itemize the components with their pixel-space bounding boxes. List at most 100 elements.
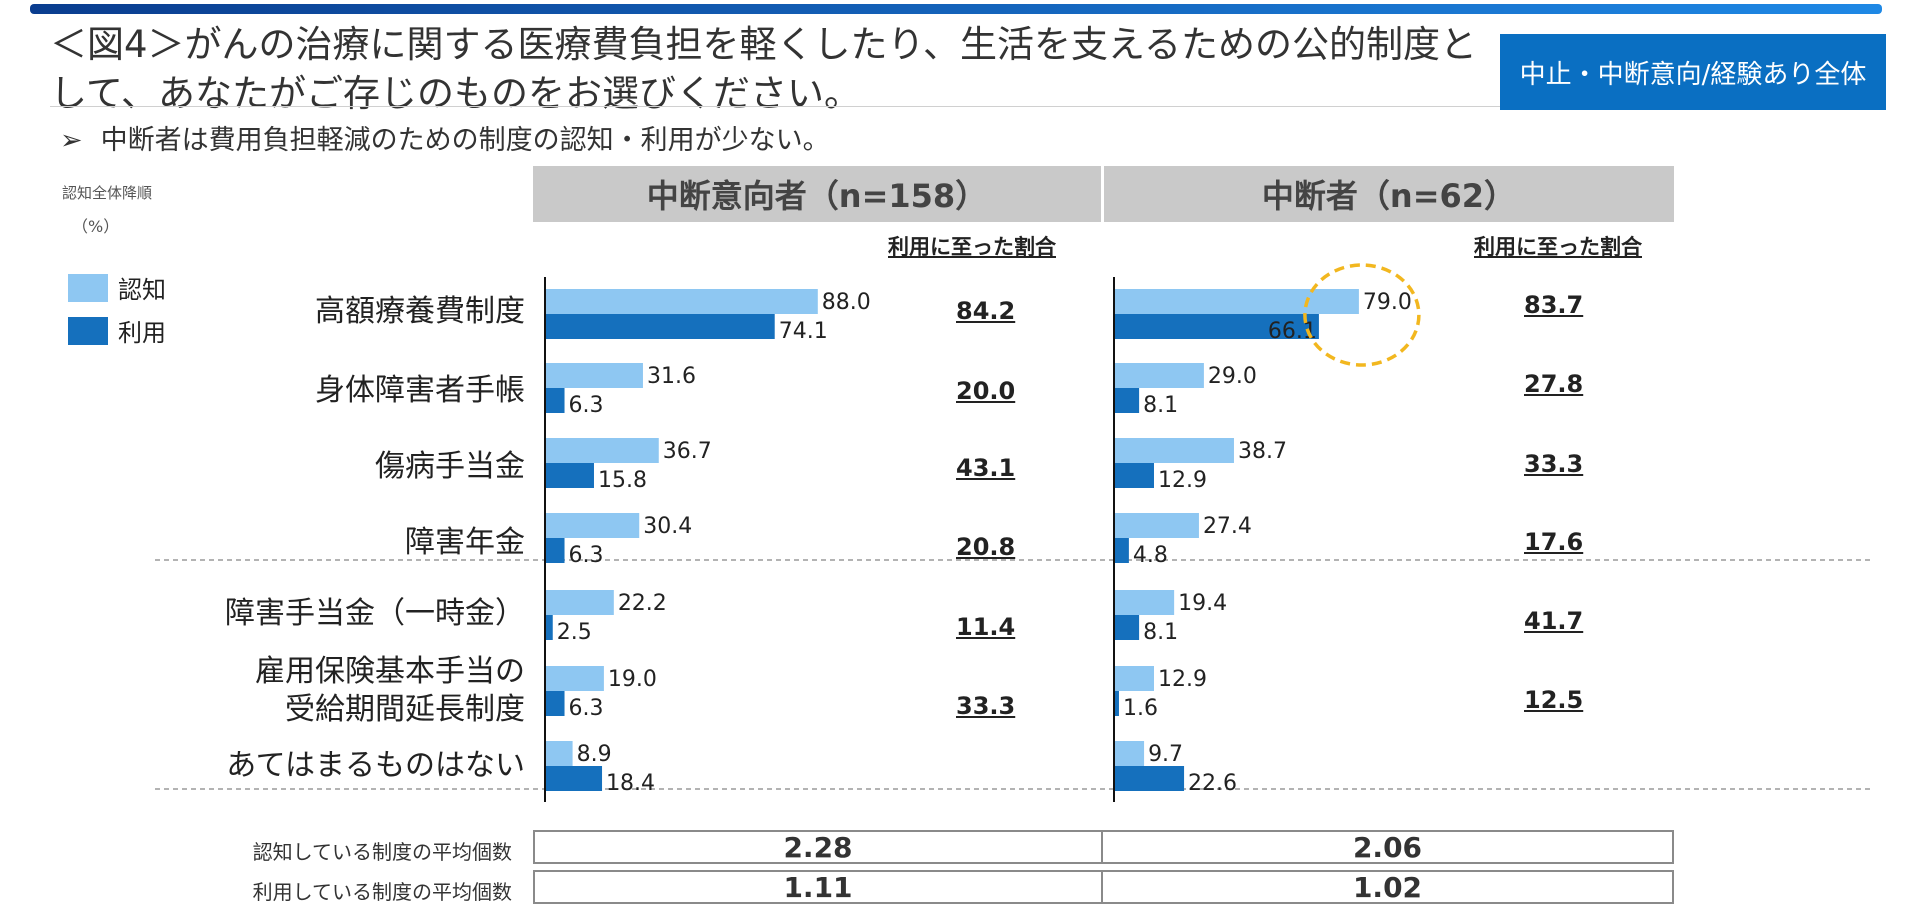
highlight-circle xyxy=(1303,263,1421,367)
rate-value: 43.1 xyxy=(956,454,1016,482)
rate-value: 84.2 xyxy=(956,297,1016,325)
data-label: 74.1 xyxy=(779,319,828,344)
data-label: 8.1 xyxy=(1143,620,1178,645)
segment-badge: 中止・中断意向/経験あり全体 xyxy=(1500,34,1886,110)
rate-value: 20.8 xyxy=(956,533,1016,561)
arrow-bullet-icon: ➢ xyxy=(60,125,83,156)
unit-note: （%） xyxy=(72,217,120,236)
avg-used-discontinued: 1.02 xyxy=(1101,870,1674,904)
data-label: 19.0 xyxy=(608,667,657,692)
bar-recognition xyxy=(1114,438,1234,463)
avg-used-label: 利用している制度の平均個数 xyxy=(252,880,512,904)
bar-usage xyxy=(1114,615,1140,640)
data-label: 22.6 xyxy=(1188,771,1237,796)
rate-value: 33.3 xyxy=(956,692,1016,720)
rate-header-intent: 利用に至った割合 xyxy=(888,235,1056,259)
panel-header-intent: 中断意向者（n=158） xyxy=(533,166,1101,222)
bar-usage xyxy=(545,538,565,563)
title-divider xyxy=(50,106,1500,107)
bar-recognition xyxy=(545,438,659,463)
bar-usage xyxy=(545,615,553,640)
rate-value: 20.0 xyxy=(956,377,1016,405)
data-label: 1.6 xyxy=(1123,696,1158,721)
rate-value: 12.5 xyxy=(1524,686,1584,714)
rate-value: 27.8 xyxy=(1524,370,1584,398)
data-label: 19.4 xyxy=(1178,591,1227,616)
rate-value: 11.4 xyxy=(956,613,1016,641)
bar-usage xyxy=(545,766,603,791)
bar-usage xyxy=(1114,388,1140,413)
bar-usage xyxy=(545,388,565,413)
bar-usage xyxy=(1114,314,1319,339)
category-label: 身体障害者手帳 xyxy=(315,373,525,408)
data-label: 38.7 xyxy=(1238,439,1287,464)
data-label: 27.4 xyxy=(1203,514,1252,539)
bar-usage xyxy=(545,314,775,339)
legend-swatch-usage xyxy=(68,316,108,345)
data-label: 12.9 xyxy=(1158,468,1207,493)
data-label: 6.3 xyxy=(569,393,604,418)
rate-header-discontinued: 利用に至った割合 xyxy=(1474,235,1642,259)
data-label: 29.0 xyxy=(1208,364,1257,389)
data-label: 79.0 xyxy=(1363,290,1412,315)
sort-note: 認知全体降順 xyxy=(62,184,153,202)
data-label: 2.5 xyxy=(557,620,592,645)
category-label: 傷病手当金 xyxy=(375,449,525,484)
bar-recognition xyxy=(545,741,573,766)
data-label: 30.4 xyxy=(643,514,692,539)
bar-recognition xyxy=(1114,363,1204,388)
bar-recognition xyxy=(545,363,643,388)
data-label: 15.8 xyxy=(598,468,647,493)
data-label: 22.2 xyxy=(618,591,667,616)
data-label: 31.6 xyxy=(647,364,696,389)
bar-recognition xyxy=(1114,289,1359,314)
rate-value: 33.3 xyxy=(1524,450,1584,478)
data-label: 36.7 xyxy=(663,439,712,464)
data-label: 8.1 xyxy=(1143,393,1178,418)
avg-recognized-label: 認知している制度の平均個数 xyxy=(252,840,512,864)
bar-recognition xyxy=(545,289,818,314)
avg-recognized-discontinued: 2.06 xyxy=(1101,830,1674,864)
rate-value: 83.7 xyxy=(1524,291,1584,319)
rate-value: 41.7 xyxy=(1524,607,1584,635)
avg-recognized-intent: 2.28 xyxy=(533,830,1103,864)
key-finding: ➢ 中断者は費用負担軽減のための制度の認知・利用が少ない。 xyxy=(60,118,830,157)
data-label: 18.4 xyxy=(606,771,655,796)
bar-recognition xyxy=(545,513,640,538)
bar-recognition xyxy=(1114,741,1145,766)
legend-swatch-recognition xyxy=(68,273,108,302)
data-label: 6.3 xyxy=(569,696,604,721)
category-label: 障害年金 xyxy=(405,525,525,560)
page-title: ＜図4＞がんの治療に関する医療費負担を軽くしたり、生活を支えるための公的制度とし… xyxy=(50,23,1477,115)
legend-usage: 利用 xyxy=(68,313,166,348)
category-label: 障害手当金（一時金） xyxy=(225,596,525,631)
bar-usage xyxy=(1114,538,1129,563)
data-label: 12.9 xyxy=(1158,667,1207,692)
bar-usage xyxy=(545,691,565,716)
bar-usage xyxy=(545,463,594,488)
category-label: 高額療養費制度 xyxy=(315,294,525,329)
bar-recognition xyxy=(1114,590,1175,615)
panel-header-discontinued: 中断者（n=62） xyxy=(1104,166,1674,222)
data-label: 88.0 xyxy=(822,290,871,315)
legend-label-usage: 利用 xyxy=(118,319,166,347)
bar-usage xyxy=(1114,691,1119,716)
bar-usage xyxy=(1114,463,1154,488)
category-label: あてはまるものはない xyxy=(226,748,525,783)
bar-usage xyxy=(1114,766,1185,791)
key-finding-text: 中断者は費用負担軽減のための制度の認知・利用が少ない。 xyxy=(100,125,830,156)
data-label: 4.8 xyxy=(1133,543,1168,568)
top-accent-bar xyxy=(30,4,1882,14)
bar-recognition xyxy=(1114,666,1154,691)
data-label: 6.3 xyxy=(569,543,604,568)
rate-value: 17.6 xyxy=(1524,528,1584,556)
data-label: 9.7 xyxy=(1148,742,1183,767)
avg-used-intent: 1.11 xyxy=(533,870,1103,904)
category-label: 雇用保険基本手当の受給期間延長制度 xyxy=(255,654,525,727)
bar-recognition xyxy=(545,666,604,691)
legend-recognition: 認知 xyxy=(68,270,166,305)
legend-label-recognition: 認知 xyxy=(118,276,166,304)
data-label: 8.9 xyxy=(577,742,612,767)
bar-recognition xyxy=(545,590,614,615)
bar-recognition xyxy=(1114,513,1199,538)
